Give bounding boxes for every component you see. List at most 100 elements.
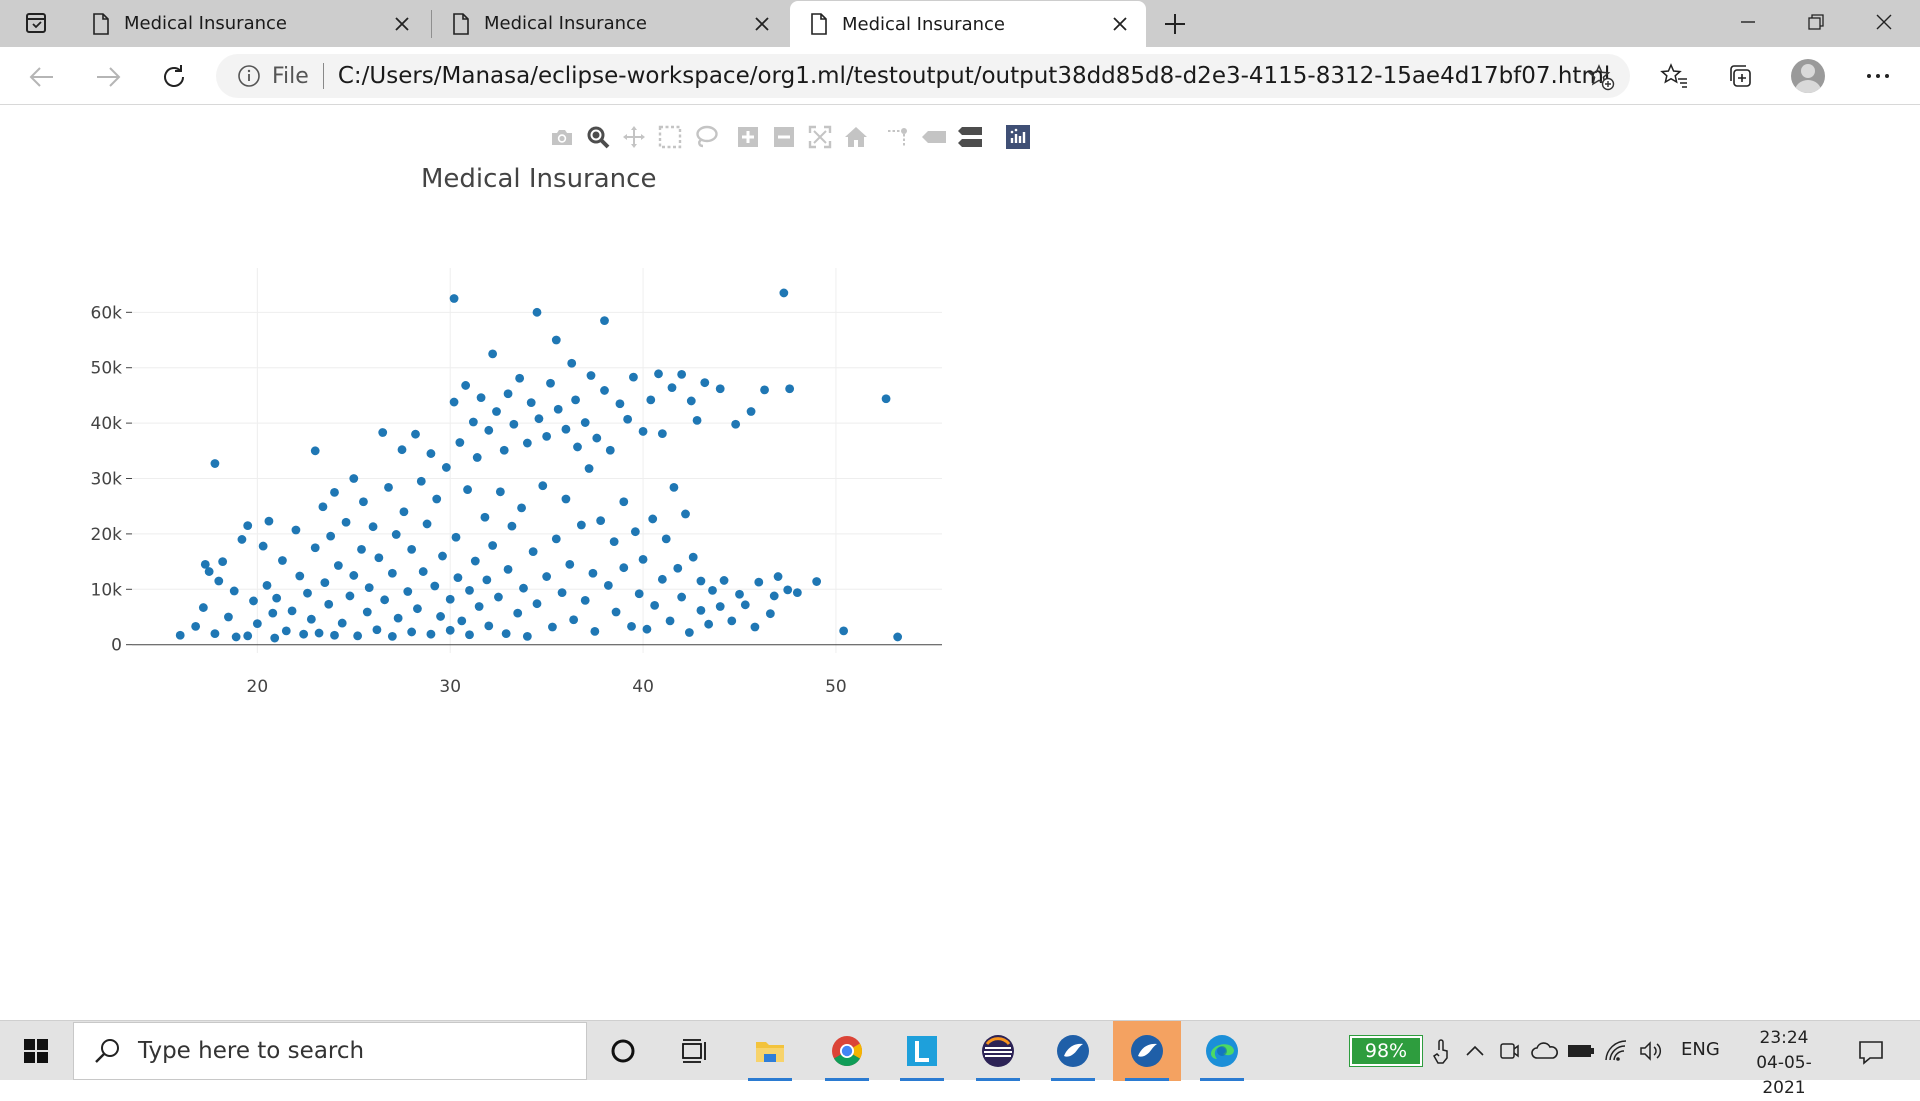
hover-compare-icon[interactable] <box>952 122 988 152</box>
data-point <box>463 485 472 494</box>
data-point <box>204 567 214 576</box>
scatter-plot[interactable]: 0 10k 20k 30k 40k 50k 60k 20 30 40 50 <box>0 0 1920 760</box>
autoscale-icon[interactable] <box>802 122 838 152</box>
collections-button[interactable] <box>1720 58 1760 94</box>
y-tick-label: 30k <box>91 470 123 490</box>
start-button[interactable] <box>0 1021 72 1081</box>
plotly-logo-icon[interactable] <box>1000 122 1036 152</box>
data-point <box>374 553 384 563</box>
chrome-icon[interactable] <box>813 1021 881 1081</box>
data-point <box>596 516 606 526</box>
task-view-icon[interactable] <box>661 1021 729 1081</box>
close-window-button[interactable] <box>1850 0 1918 44</box>
more-icon <box>1867 74 1889 78</box>
data-point <box>387 568 397 578</box>
tab-2-close-icon[interactable] <box>750 12 774 36</box>
data-point <box>735 589 744 599</box>
data-point <box>661 534 671 544</box>
data-point <box>249 596 258 606</box>
data-point <box>295 571 305 581</box>
data-point <box>746 407 756 416</box>
zoom-in-icon[interactable] <box>730 122 766 152</box>
new-tab-button[interactable] <box>1157 6 1193 42</box>
search-icon <box>92 1035 124 1067</box>
reset-axes-icon[interactable] <box>838 122 874 152</box>
onedrive-cloud-icon[interactable] <box>1530 1035 1560 1067</box>
tab-1[interactable]: Medical Insurance <box>72 0 428 47</box>
data-point <box>484 425 494 435</box>
url-text[interactable]: C:/Users/Manasa/eclipse-workspace/org1.m… <box>337 63 1611 89</box>
data-point <box>422 519 432 529</box>
zoom-out-icon[interactable] <box>766 122 802 152</box>
spike-lines-icon[interactable] <box>880 122 916 152</box>
data-point <box>812 577 822 586</box>
camera-icon[interactable] <box>544 122 580 152</box>
battery-icon[interactable] <box>1566 1035 1596 1067</box>
address-bar[interactable]: File C:/Users/Manasa/eclipse-workspace/o… <box>216 54 1630 98</box>
language-indicator[interactable]: ENG <box>1681 1039 1720 1060</box>
back-button[interactable] <box>22 57 62 97</box>
app-bird-active-icon[interactable] <box>1113 1021 1181 1081</box>
data-point <box>258 541 268 551</box>
plus-icon <box>1165 14 1185 34</box>
zoom-icon[interactable] <box>580 122 616 152</box>
forward-button[interactable] <box>88 57 128 97</box>
favorites-button[interactable] <box>1654 58 1694 94</box>
data-point <box>688 552 698 562</box>
touch-icon[interactable] <box>1426 1035 1456 1067</box>
action-center-button[interactable] <box>1851 1035 1891 1069</box>
info-icon[interactable] <box>236 63 262 89</box>
battery-indicator[interactable]: 98% <box>1349 1035 1423 1067</box>
lasso-select-icon[interactable] <box>688 122 724 152</box>
data-point <box>576 520 586 530</box>
tab-2[interactable]: Medical Insurance <box>432 0 788 47</box>
cortana-icon[interactable] <box>589 1021 657 1081</box>
clock-date: 04-05-2021 <box>1756 1053 1812 1098</box>
taskbar-search[interactable]: Type here to search <box>73 1022 587 1080</box>
data-point <box>330 487 339 497</box>
data-point <box>532 599 542 609</box>
tab-1-close-icon[interactable] <box>390 12 414 36</box>
data-point <box>629 372 638 382</box>
app-bird-icon[interactable] <box>1039 1021 1107 1081</box>
data-point <box>451 532 461 542</box>
system-clock[interactable]: 23:24 04-05-2021 <box>1736 1026 1832 1101</box>
data-point <box>495 487 505 497</box>
data-point <box>480 512 490 522</box>
minimize-button[interactable] <box>1714 0 1782 44</box>
box-select-icon[interactable] <box>652 122 688 152</box>
pan-icon[interactable] <box>616 122 652 152</box>
data-point <box>611 607 621 617</box>
show-hidden-icons-chevron[interactable] <box>1460 1035 1490 1067</box>
l-app-icon[interactable] <box>888 1021 956 1081</box>
tab-3-active[interactable]: Medical Insurance <box>790 1 1146 47</box>
data-point <box>330 630 339 640</box>
data-point <box>262 581 272 590</box>
add-favorite-icon[interactable] <box>1586 62 1616 92</box>
data-point <box>264 516 274 526</box>
data-point <box>200 559 210 569</box>
data-point <box>503 389 513 399</box>
profile-avatar[interactable] <box>1791 59 1825 93</box>
data-point <box>399 507 409 517</box>
data-point <box>407 545 417 554</box>
data-point <box>359 497 368 507</box>
eclipse-icon[interactable] <box>964 1021 1032 1081</box>
tab-3-close-icon[interactable] <box>1108 12 1132 36</box>
data-point <box>303 588 312 598</box>
restore-button[interactable] <box>1782 0 1850 44</box>
refresh-button[interactable] <box>154 57 194 97</box>
data-point <box>380 595 390 605</box>
meet-now-icon[interactable] <box>1494 1035 1524 1067</box>
tab-actions-button[interactable] <box>14 8 58 38</box>
hover-closest-icon[interactable] <box>916 122 952 152</box>
volume-icon[interactable] <box>1637 1035 1667 1067</box>
data-point <box>445 594 455 604</box>
data-point <box>391 530 401 539</box>
settings-more-button[interactable] <box>1858 58 1898 94</box>
tab-actions-icon <box>26 13 46 33</box>
edge-icon[interactable] <box>1188 1021 1256 1081</box>
file-explorer-icon[interactable] <box>736 1021 804 1081</box>
data-point <box>792 588 802 598</box>
wifi-icon[interactable] <box>1602 1035 1632 1067</box>
